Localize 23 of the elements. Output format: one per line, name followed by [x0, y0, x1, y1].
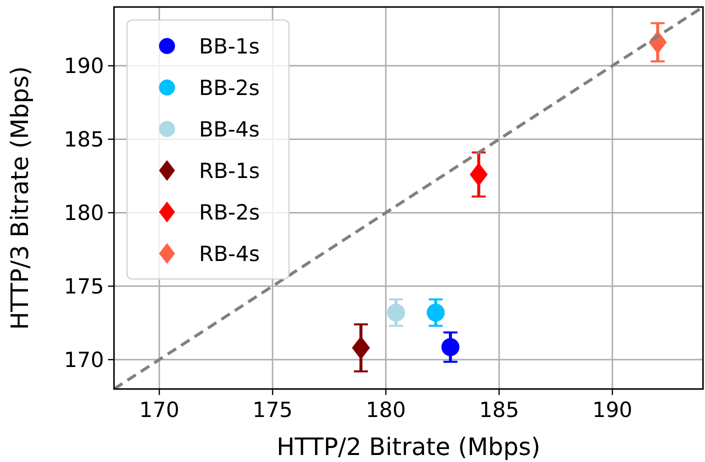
x-tick-label: 185 [479, 398, 520, 422]
x-tick-label: 170 [139, 398, 180, 422]
legend-label: BB-2s [199, 76, 260, 100]
point [426, 304, 445, 322]
x-tick-label: 180 [366, 398, 406, 422]
point [352, 336, 370, 360]
legend-label: RB-4s [199, 242, 260, 266]
y-axis-title: HTTP/3 Bitrate (Mbps) [6, 66, 34, 330]
legend-label: BB-4s [199, 117, 260, 142]
point [470, 162, 488, 186]
legend-label: BB-1s [199, 34, 260, 58]
y-tick-label: 175 [64, 274, 104, 299]
x-axis-title: HTTP/2 Bitrate (Mbps) [276, 433, 540, 461]
legend-label: RB-2s [199, 200, 260, 224]
point [387, 304, 406, 322]
y-tick-label: 190 [64, 54, 104, 78]
y-tick-label: 185 [64, 128, 104, 152]
y-tick-label: 180 [64, 201, 104, 226]
point [441, 338, 460, 356]
legend-label: RB-1s [199, 158, 260, 183]
y-tick-label: 170 [64, 348, 104, 372]
x-tick-label: 175 [252, 398, 293, 422]
x-tick-label: 190 [592, 398, 632, 422]
